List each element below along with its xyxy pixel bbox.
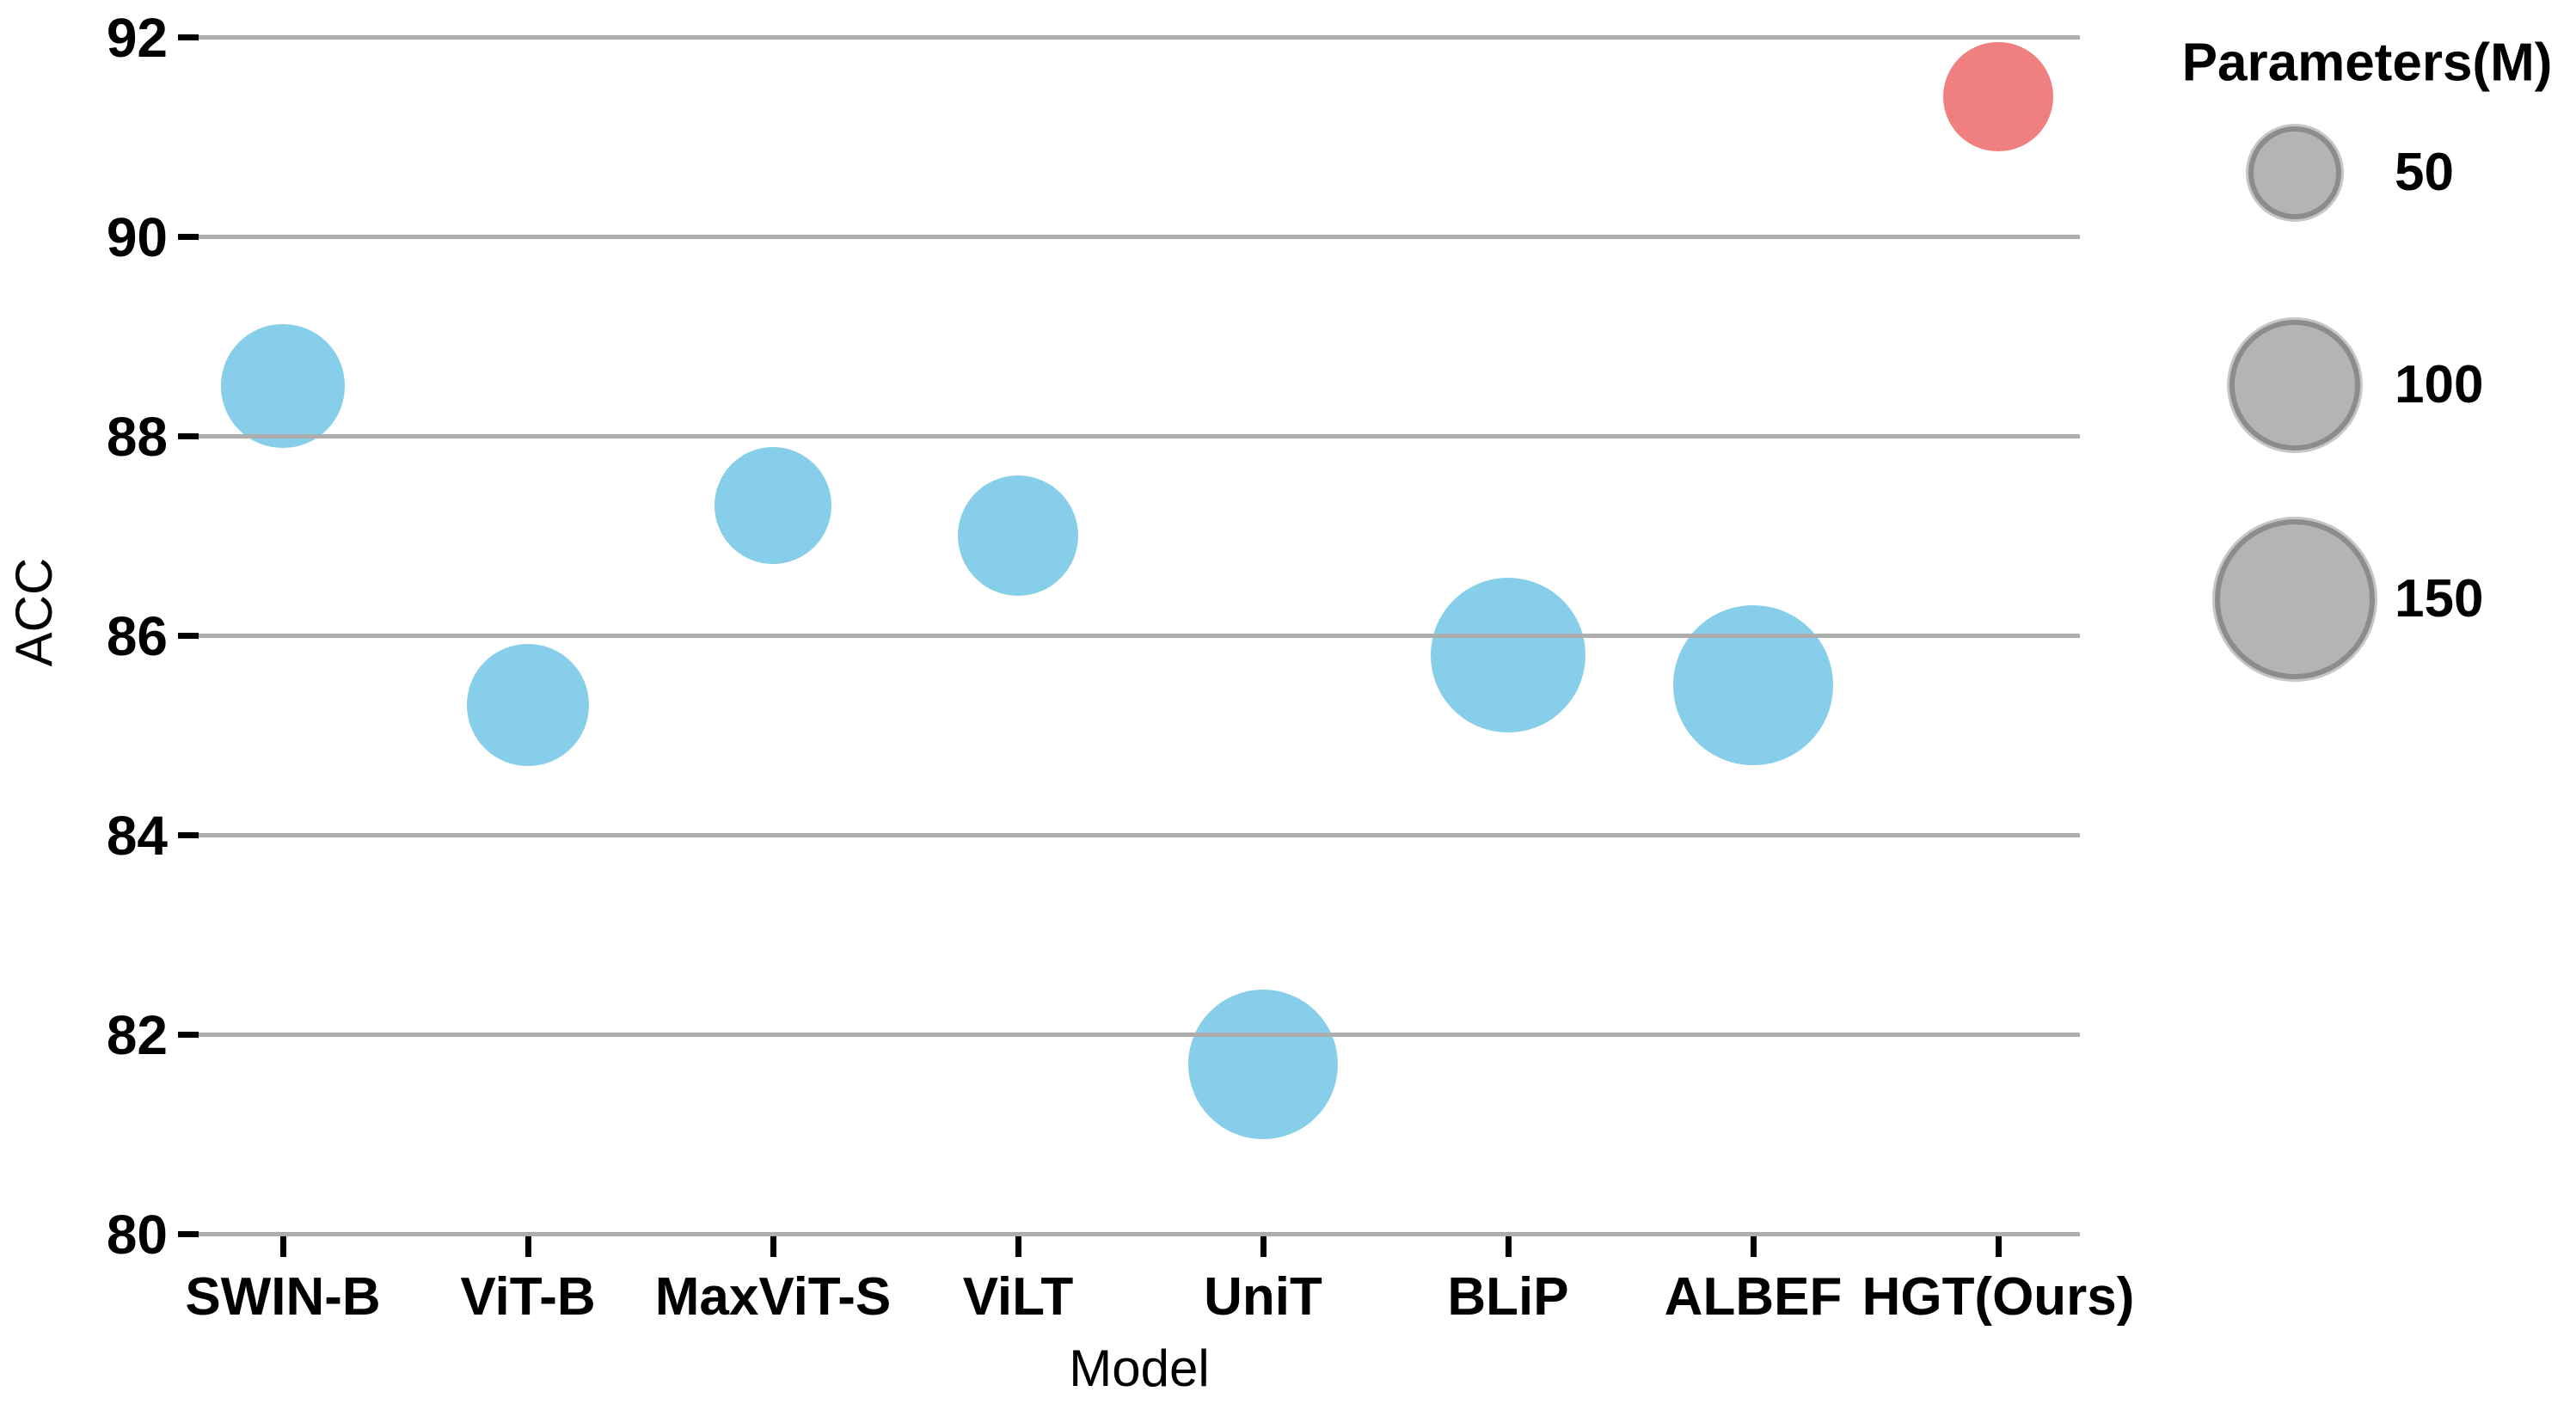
x-tick-label-vilt: ViLT [962,1267,1074,1327]
gridline-y-90 [199,235,2080,239]
legend-value-50: 50 [2395,143,2454,202]
x-tick-vilt [1015,1236,1021,1257]
bubble-hgt-ours [1943,41,2053,152]
x-tick-swin-b [280,1236,286,1257]
x-tick-vit-b [525,1236,531,1257]
bubble-unit [1188,989,1338,1139]
y-tick-label-90: 90 [106,206,168,268]
y-tick-label-82: 82 [106,1004,168,1066]
gridline-y-82 [199,1033,2080,1037]
bubble-vilt [957,475,1079,597]
y-tick-84 [178,832,199,838]
y-tick-label-86: 86 [106,605,168,667]
x-tick-unit [1260,1236,1267,1257]
y-tick-92 [178,34,199,40]
y-tick-90 [178,234,199,240]
gridline-y-80 [199,1232,2080,1236]
y-tick-82 [178,1032,199,1038]
legend-swatch-150 [2214,518,2376,680]
x-tick-hgt-ours [1996,1236,2002,1257]
x-tick-blip [1506,1236,1512,1257]
x-tick-label-unit: UniT [1204,1267,1322,1327]
x-tick-label-blip: BLiP [1447,1267,1569,1327]
legend-value-100: 100 [2395,355,2484,414]
y-tick-86 [178,633,199,639]
legend-title: Parameters(M) [2181,33,2553,93]
gridline-y-86 [199,634,2080,638]
bubble-vit-b [467,644,589,766]
bubble-swin-b [221,324,345,448]
bubble-maxvit-s [714,446,832,565]
legend-value-150: 150 [2395,569,2484,628]
x-tick-label-swin-b: SWIN-B [185,1267,381,1327]
y-tick-label-88: 88 [106,406,168,468]
x-tick-albef [1751,1236,1757,1257]
x-tick-label-vit-b: ViT-B [460,1267,596,1327]
x-tick-maxvit-s [770,1236,776,1257]
y-tick-label-80: 80 [106,1204,168,1266]
x-tick-label-hgt-ours: HGT(Ours) [1861,1267,2135,1327]
bubble-blip [1430,577,1586,733]
x-tick-label-maxvit-s: MaxViT-S [654,1267,892,1327]
legend-swatch-50 [2248,126,2341,219]
x-axis-title: Model [1069,1340,1210,1397]
gridline-y-84 [199,833,2080,837]
bubble-albef [1673,605,1833,765]
x-tick-label-albef: ALBEF [1664,1267,1843,1327]
y-tick-88 [178,433,199,439]
gridline-y-92 [199,35,2080,40]
legend-swatch-100 [2229,319,2361,451]
y-tick-80 [178,1231,199,1237]
y-tick-label-92: 92 [106,7,168,69]
gridline-y-88 [199,434,2080,438]
y-tick-label-84: 84 [106,805,168,867]
